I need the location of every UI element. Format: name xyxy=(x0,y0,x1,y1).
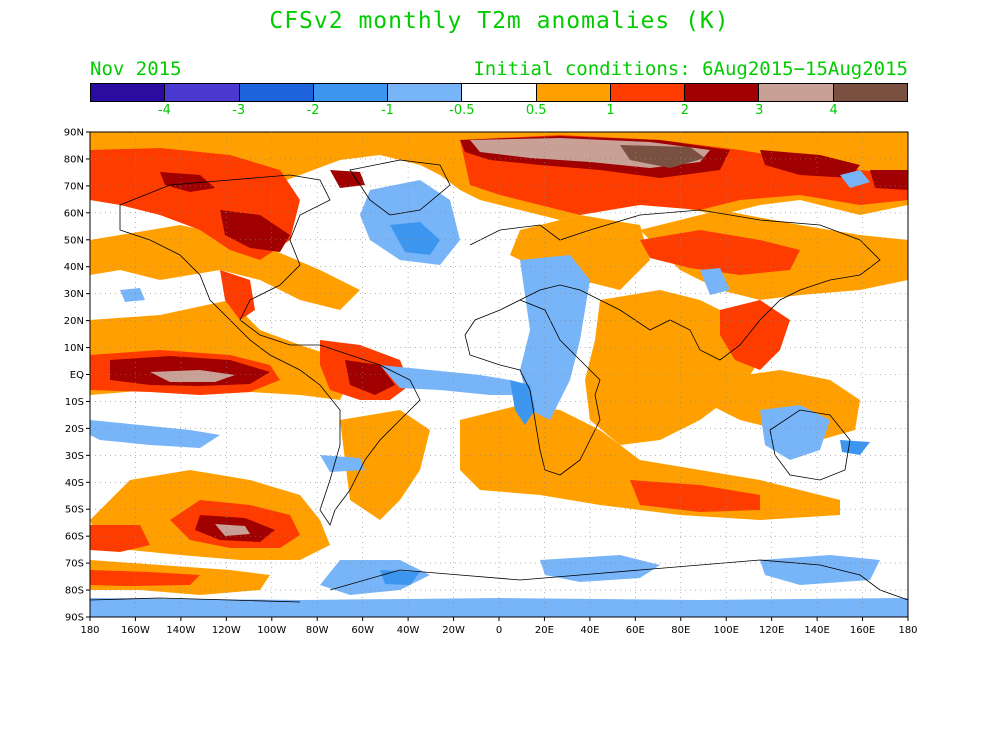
colorbar-segment xyxy=(165,84,240,101)
lat-label: 60S xyxy=(65,532,84,543)
colorbar-label: 2 xyxy=(680,103,690,118)
lat-label: 50S xyxy=(65,505,84,516)
lon-label: 80W xyxy=(306,625,329,636)
lat-label: EQ xyxy=(70,370,84,381)
lon-label: 140W xyxy=(166,625,195,636)
lon-label: 20E xyxy=(535,625,554,636)
axis-ticks xyxy=(86,131,909,621)
lat-label: 40S xyxy=(65,478,84,489)
latitude-labels: 90N 80N 70N 60N 50N 40N 30N 20N 10N EQ 10S 20S 30S 40… xyxy=(64,128,84,624)
lon-label: 60E xyxy=(626,625,645,636)
lon-label: 160W xyxy=(121,625,150,636)
lon-label: 160E xyxy=(850,625,875,636)
lat-label: 80S xyxy=(65,586,84,597)
lat-label: 30S xyxy=(65,451,84,462)
lat-label: 70S xyxy=(65,559,84,570)
lat-label: 20S xyxy=(65,424,84,435)
colorbar-segment xyxy=(462,84,537,101)
forecast-month: Nov 2015 xyxy=(90,58,182,80)
colorbar xyxy=(90,83,908,102)
colorbar-segment xyxy=(313,84,389,101)
coastlines xyxy=(89,159,909,603)
colorbar-segment xyxy=(536,84,611,101)
lon-label: 180 xyxy=(80,625,99,636)
colorbar-segment xyxy=(759,84,834,101)
colorbar-label: -4 xyxy=(157,103,171,118)
colorbar-segment xyxy=(91,84,166,101)
lat-label: 90N xyxy=(64,128,84,139)
colorbar-label: -1 xyxy=(380,103,394,118)
colorbar-label: 4 xyxy=(829,103,838,118)
colorbar-label: 1 xyxy=(606,103,615,118)
strong-cool-regions xyxy=(380,222,870,585)
colorbar-label: 3 xyxy=(755,103,764,118)
initial-conditions: Initial conditions: 6Aug2015−15Aug2015 xyxy=(473,58,908,80)
lon-label: 20W xyxy=(442,625,465,636)
lon-label: 0 xyxy=(496,625,502,636)
lon-label: 180 xyxy=(898,625,917,636)
colorbar-segment xyxy=(833,84,907,101)
lat-label: 80N xyxy=(64,154,84,165)
colorbar-label: -3 xyxy=(232,103,246,118)
colorbar-labels: -4 -3 -2 -1 -0.5 0.5 1 2 3 4 xyxy=(90,103,908,121)
colorbar-segment xyxy=(388,84,463,101)
lon-label: 120W xyxy=(212,625,241,636)
colorbar-label: -2 xyxy=(306,103,320,118)
lon-label: 100E xyxy=(714,625,739,636)
lat-label: 40N xyxy=(64,262,84,273)
colorbar-label: 0.5 xyxy=(525,103,547,118)
lat-label: 30N xyxy=(64,289,84,300)
lon-label: 120E xyxy=(759,625,784,636)
lon-label: 80E xyxy=(671,625,690,636)
lon-label: 40E xyxy=(580,625,599,636)
lon-label: 40W xyxy=(397,625,420,636)
colorbar-segment xyxy=(685,84,760,101)
colorbar-segment xyxy=(610,84,686,101)
colorbar-segment xyxy=(239,84,314,101)
lon-label: 140E xyxy=(804,625,829,636)
lon-label: 100W xyxy=(257,625,286,636)
lat-label: 10N xyxy=(64,343,84,354)
lat-label: 60N xyxy=(64,208,84,219)
lat-label: 10S xyxy=(65,397,84,408)
lat-label: 20N xyxy=(64,316,84,327)
map-title: CFSv2 monthly T2m anomalies (K) xyxy=(269,8,730,34)
lon-label: 60W xyxy=(351,625,374,636)
longitude-labels: 180 160W 140W 120W 100W 80W 60W 40W 20W 0 20E 40E 60… xyxy=(80,625,917,636)
lat-label: 50N xyxy=(64,235,84,246)
lat-label: 90S xyxy=(65,613,84,624)
gridlines xyxy=(90,132,908,617)
lat-label: 70N xyxy=(64,181,84,192)
colorbar-label: -0.5 xyxy=(449,103,475,118)
